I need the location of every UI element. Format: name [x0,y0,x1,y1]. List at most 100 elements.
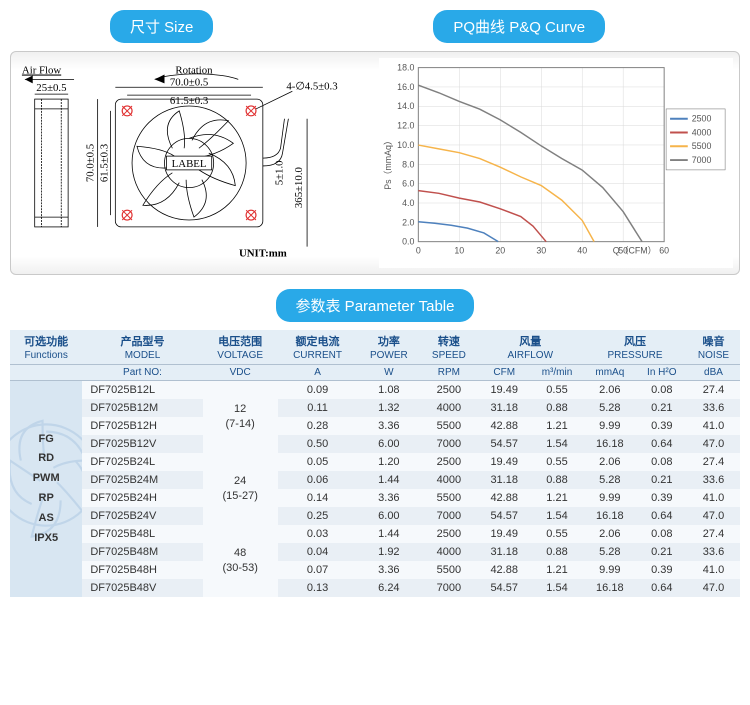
data-cell: 16.18 [583,579,637,597]
table-row: DF7025B12H0.283.36550042.881.219.990.394… [10,417,740,435]
col-header: 功率POWER [357,330,420,365]
data-cell: 41.0 [687,561,740,579]
width-dim: 70.0±0.5 [170,76,208,88]
data-cell: 3.36 [357,489,420,507]
data-cell: 41.0 [687,489,740,507]
data-cell: 1.44 [357,471,420,489]
data-cell: 1.21 [531,561,583,579]
col-header: 额定电流CURRENT [278,330,358,365]
data-cell: 1.54 [531,579,583,597]
svg-text:5500: 5500 [692,141,712,151]
data-cell: 19.49 [477,381,531,400]
data-cell: 0.64 [637,435,687,453]
col-header: 产品型号MODEL [82,330,202,365]
model-cell: DF7025B48H [82,561,202,579]
data-cell: 42.88 [477,561,531,579]
unit-header: VDC [203,365,278,381]
data-cell: 0.39 [637,417,687,435]
airflow-text: Air Flow [22,65,61,77]
data-cell: 0.39 [637,561,687,579]
svg-text:20: 20 [495,245,505,255]
data-cell: 0.25 [278,507,358,525]
table-row: DF7025B48V0.136.24700054.571.5416.180.64… [10,579,740,597]
vpitch-dim: 61.5±0.3 [98,144,110,182]
data-cell: 27.4 [687,525,740,543]
data-cell: 2500 [420,453,477,471]
data-cell: 4000 [420,471,477,489]
data-cell: 42.88 [477,489,531,507]
data-cell: 1.21 [531,489,583,507]
unit-header: CFM [477,365,531,381]
data-cell: 0.55 [531,525,583,543]
data-cell: 2.06 [583,525,637,543]
data-cell: 0.05 [278,453,358,471]
data-cell: 0.28 [278,417,358,435]
data-cell: 1.20 [357,453,420,471]
data-cell: 0.88 [531,399,583,417]
data-cell: 54.57 [477,435,531,453]
svg-text:2500: 2500 [692,114,712,124]
model-cell: DF7025B12H [82,417,202,435]
data-cell: 1.54 [531,507,583,525]
model-cell: DF7025B12L [82,381,202,400]
data-cell: 5.28 [583,543,637,561]
unit-header [10,365,82,381]
svg-text:18.0: 18.0 [397,63,414,73]
col-header: 噪音NOISE [687,330,740,365]
svg-text:7000: 7000 [692,155,712,165]
table-row: DF7025B24V0.256.00700054.571.5416.180.64… [10,507,740,525]
data-cell: 47.0 [687,507,740,525]
table-row: DF7025B12V0.506.00700054.571.5416.180.64… [10,435,740,453]
model-cell: DF7025B24V [82,507,202,525]
data-cell: 31.18 [477,399,531,417]
svg-text:10.0: 10.0 [397,140,414,150]
voltage-cell: 12(7-14) [203,381,278,454]
header-labels: 尺寸 Size PQ曲线 P&Q Curve [10,10,740,43]
data-cell: 0.14 [278,489,358,507]
unit-header: Part NO: [82,365,202,381]
data-cell: 9.99 [583,489,637,507]
unit-text: UNIT:mm [239,247,287,259]
voltage-cell: 48(30-53) [203,525,278,597]
svg-text:0: 0 [416,245,421,255]
svg-text:16.0: 16.0 [397,82,414,92]
model-cell: DF7025B24L [82,453,202,471]
data-cell: 6.00 [357,435,420,453]
data-cell: 16.18 [583,435,637,453]
unit-header: RPM [420,365,477,381]
col-header: 风量AIRFLOW [477,330,583,365]
data-cell: 9.99 [583,561,637,579]
data-cell: 0.07 [278,561,358,579]
unit-header: In H²O [637,365,687,381]
hpitch-dim: 61.5±0.3 [170,95,208,107]
data-cell: 1.54 [531,435,583,453]
data-cell: 0.11 [278,399,358,417]
data-cell: 2500 [420,381,477,400]
data-cell: 0.64 [637,507,687,525]
cable1-dim: 5±1.0 [274,160,286,185]
table-row: DF7025B48M0.041.92400031.180.885.280.213… [10,543,740,561]
data-cell: 47.0 [687,435,740,453]
size-label: 尺寸 Size [110,10,213,43]
data-cell: 16.18 [583,507,637,525]
col-header: 风压PRESSURE [583,330,687,365]
col-header: 可选功能Functions [10,330,82,365]
svg-text:60: 60 [659,245,669,255]
data-cell: 54.57 [477,507,531,525]
data-cell: 5500 [420,561,477,579]
data-cell: 3.36 [357,561,420,579]
data-cell: 0.08 [637,525,687,543]
functions-cell: FGRDPWMRPASIPX5 [10,381,82,598]
pq-chart: 0.02.04.06.08.010.012.014.016.018.001020… [379,58,733,268]
pq-svg: 0.02.04.06.08.010.012.014.016.018.001020… [379,58,733,268]
svg-text:Q（CFM）: Q（CFM） [613,245,657,255]
depth-dim: 25±0.5 [36,82,66,94]
model-cell: DF7025B12V [82,435,202,453]
svg-text:40: 40 [577,245,587,255]
data-cell: 0.06 [278,471,358,489]
data-cell: 33.6 [687,543,740,561]
param-table-label: 参数表 Parameter Table [276,289,475,322]
table-row: DF7025B24L24(15-27)0.051.20250019.490.55… [10,453,740,471]
data-cell: 31.18 [477,471,531,489]
dimensional-drawing: Air Flow 25±0.5 Rotation [17,58,371,268]
